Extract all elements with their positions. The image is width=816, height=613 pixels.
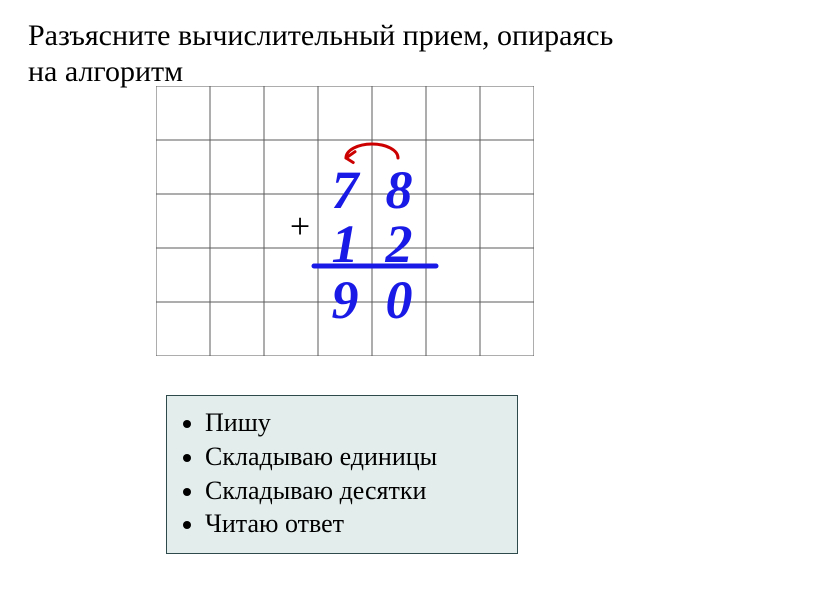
svg-text:9: 9 — [332, 270, 359, 330]
algorithm-step: Складываю единицы — [205, 440, 501, 474]
math-grid: +781290 — [156, 86, 534, 356]
math-svg: +781290 — [156, 86, 534, 356]
heading-line-1: Разъясните вычислительный прием, опираяс… — [28, 19, 613, 52]
svg-text:8: 8 — [386, 160, 413, 220]
algorithm-box: ПишуСкладываю единицыСкладываю десяткиЧи… — [166, 395, 518, 554]
algorithm-step: Читаю ответ — [205, 507, 501, 541]
algorithm-list: ПишуСкладываю единицыСкладываю десяткиЧи… — [183, 406, 501, 541]
svg-text:+: + — [290, 206, 310, 246]
svg-text:0: 0 — [386, 270, 413, 330]
svg-text:2: 2 — [385, 214, 413, 274]
algorithm-step: Складываю десятки — [205, 474, 501, 508]
svg-text:7: 7 — [332, 160, 361, 220]
svg-text:1: 1 — [332, 214, 359, 274]
page-heading: Разъясните вычислительный прием, опираяс… — [28, 18, 788, 90]
algorithm-step: Пишу — [205, 406, 501, 440]
heading-line-2: на алгоритм — [28, 55, 183, 88]
